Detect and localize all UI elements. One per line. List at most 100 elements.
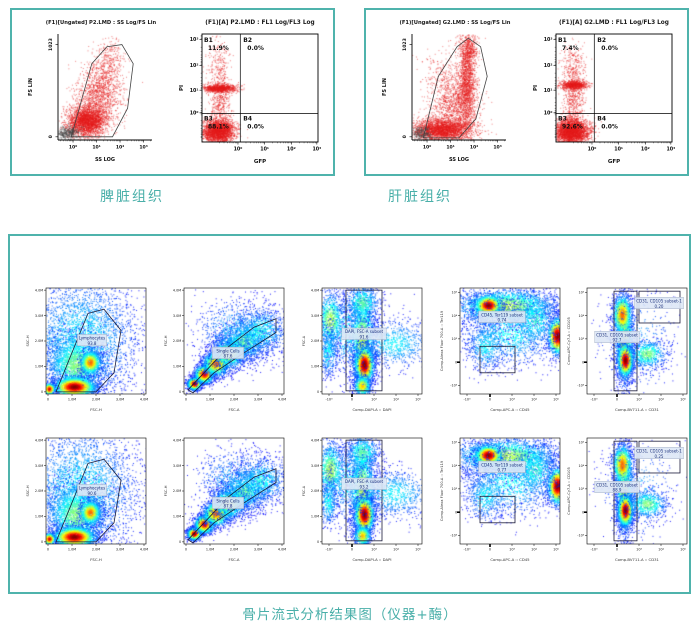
tick-label: 1.0M: [35, 515, 43, 519]
tick-label: 10⁵: [452, 440, 458, 444]
x-axis-label: Comp-APC-A :: CD45: [490, 557, 530, 562]
plot-title: (F1)[A] G2.LMD : FL1 Log/FL3 Log: [559, 20, 669, 26]
tick-label: 10⁴: [579, 464, 585, 468]
tick-label: 10³: [371, 548, 377, 552]
plot-overlay: -10³ 0 10³ 10⁴ 10⁵ 0 1.0M 2.0M 3.0M 4.0M FSC-A Comp…: [302, 437, 423, 562]
gate-label-box: [634, 297, 684, 310]
plot-overlay: 0 1.0M 2.0M 3.0M 4.0M 0 1.0M 2.0M 3.0M 4.0M FSC-H F…: [164, 287, 286, 412]
tick-label: 10⁴: [579, 314, 585, 318]
tick-label: 10⁵: [415, 548, 421, 552]
tick-label: 10²: [287, 147, 296, 153]
tick-label: 10⁰: [234, 147, 243, 153]
y-axis-label: Comp-Alexa Fluor 700-A :: Ter119: [440, 460, 444, 521]
gate-polygon: [187, 468, 277, 544]
tick-label: 4.0M: [35, 288, 43, 292]
tick-label: 1.0M: [68, 398, 76, 402]
tick-label: 2.0M: [173, 339, 181, 343]
tick-label: 0: [179, 390, 181, 394]
tick-label: 10³: [636, 548, 642, 552]
tick-label: 0: [317, 390, 319, 394]
tick-label: 1.0M: [173, 365, 181, 369]
gate-rect: [345, 289, 383, 392]
density-canvas: [322, 438, 422, 544]
tick-label: -10³: [326, 398, 334, 402]
tick-label: 1.0M: [173, 515, 181, 519]
tick-label: -10³: [591, 398, 599, 402]
tick-label: 3.0M: [35, 314, 43, 318]
gate-rect: [345, 439, 383, 542]
tick-label: 10⁴: [393, 548, 399, 552]
tick-label: 10⁴: [531, 548, 537, 552]
quadrant-plot: (F1)[A] G2.LMD : FL1 Log/FL3 Log 10⁰ 10¹ 10…: [522, 12, 686, 170]
tick-label: 3.0M: [116, 548, 124, 552]
quadrant-value: 7.4%: [562, 45, 579, 52]
tick-label: 10⁵: [415, 398, 421, 402]
plot-overlay: -10³ 0 10³ 10⁴ 10⁵ 10⁵ 10⁴ 10³ 0 -10³ Comp-APC-Cy7…: [567, 287, 688, 412]
tick-label: 10⁴: [531, 398, 537, 402]
tick-label: -10³: [450, 534, 458, 538]
tick-label: 10²: [190, 63, 199, 69]
tick-label: 10⁰: [190, 111, 199, 117]
gate-value: 0.77: [498, 468, 507, 473]
tick-label: -10³: [326, 548, 334, 552]
quadrant-value: 92.6%: [562, 123, 583, 130]
plot-title: (F1)[Ungated] G2.LMD : SS Log/FS Lin: [400, 20, 511, 26]
y-axis-label: FS LIN: [382, 78, 388, 96]
tick-label: 10¹: [544, 88, 553, 94]
tick-label: 10³: [509, 398, 515, 402]
tick-label: 10⁰: [544, 111, 553, 117]
gate-value: 93.8: [88, 341, 97, 346]
plot-title: (F1)[A] P2.LMD : FL1 Log/FL3 Log: [205, 20, 314, 26]
quadrant-value: 0.0%: [601, 45, 618, 52]
tick-label: 10⁵: [553, 548, 559, 552]
gate-polygon: [55, 308, 122, 393]
gate-value: 88.9: [613, 488, 622, 493]
tick-label: 4.0M: [140, 548, 148, 552]
plot-overlay: (F1)[A] P2.LMD : FL1 Log/FL3 Log 10⁰ 10¹ 10…: [179, 20, 321, 165]
tick-label: 10³: [493, 145, 501, 151]
y-axis-label: SSC-H: [26, 335, 30, 346]
gate-value: 90.6: [88, 491, 97, 496]
tick-label: 10⁵: [452, 290, 458, 294]
gate-label-box: [478, 460, 526, 473]
gate-label: CD31, CD105 subset-1: [636, 299, 682, 304]
tick-label: 0: [41, 540, 43, 544]
tick-label: 0: [48, 135, 54, 138]
x-axis-label: GFP: [254, 159, 266, 165]
tick-label: 0: [185, 548, 187, 552]
tick-label: 0: [47, 548, 49, 552]
flow-plot-lymphocytes: 0 1.0M 2.0M 3.0M 4.0M 0 1.0M 2.0M 3.0M 4.0M SSC-H F…: [20, 282, 154, 430]
gate-value: 92.7: [613, 338, 622, 343]
quadrant-name: B2: [243, 37, 252, 44]
quadrant-name: B4: [243, 115, 252, 122]
tick-label: 0: [616, 398, 618, 402]
gate-label: Single Cells: [216, 348, 239, 353]
y-axis-label: Comp-Alexa Fluor 700-A :: Ter119: [440, 310, 444, 371]
gate-label-box: [594, 481, 640, 493]
tick-label: 4.0M: [278, 548, 286, 552]
flow-plot-cd45: -10³ 0 10³ 10⁴ 10⁵ 10⁵ 10⁴ 10³ 0 -10³ Comp-Alexa F…: [434, 282, 568, 430]
gate-rect: [479, 345, 516, 374]
gate-label: Lymphocytes: [79, 486, 105, 491]
y-axis-label: FSC-A: [302, 485, 306, 496]
plot-overlay: -10³ 0 10³ 10⁴ 10⁵ 10⁵ 10⁴ 10³ 0 -10³ Comp-Alexa F…: [440, 437, 561, 562]
quadrant-name: B1: [558, 37, 567, 44]
x-axis-label: Comp-APC-A :: CD45: [490, 407, 530, 412]
density-canvas: [322, 288, 422, 394]
quadrant-name: B3: [558, 115, 567, 122]
gate-value: 91.6: [360, 335, 369, 340]
density-canvas: [58, 34, 152, 140]
y-axis-label: Comp-APC-Cy7-A :: CD105: [567, 317, 571, 365]
tick-label: 4.0M: [140, 398, 148, 402]
quadrant-value: 11.9%: [208, 45, 229, 52]
tick-label: 2.0M: [173, 489, 181, 493]
quadrant-plot: (F1)[A] P2.LMD : FL1 Log/FL3 Log 10⁰ 10¹ 10…: [168, 12, 332, 170]
plot-title: (F1)[Ungated] P2.LMD : SS Log/FS Lin: [46, 20, 157, 26]
x-axis-label: FSC-A: [228, 557, 239, 562]
tick-label: 10²: [641, 147, 650, 153]
x-axis-label: FSC-H: [90, 557, 102, 562]
quadrant-name: B4: [597, 115, 606, 122]
tick-label: 0: [455, 510, 457, 514]
tick-label: 1.0M: [311, 515, 319, 519]
tick-label: 10¹: [190, 88, 199, 94]
